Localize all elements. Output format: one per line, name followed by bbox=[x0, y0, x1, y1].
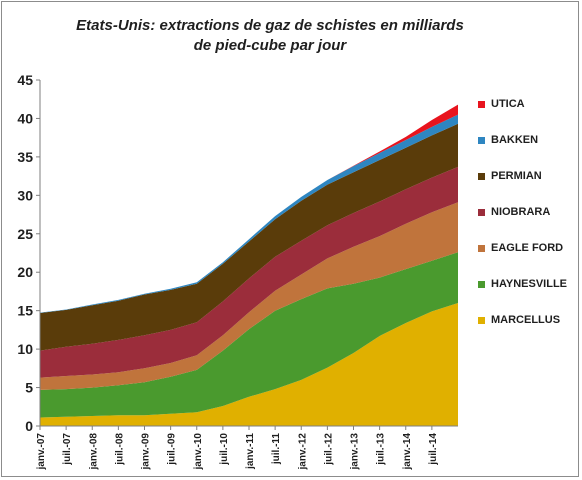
area-eagle-ford bbox=[40, 202, 458, 390]
y-tick-label: 0 bbox=[25, 418, 33, 434]
y-tick-label: 30 bbox=[17, 187, 33, 203]
legend-label: BAKKEN bbox=[491, 134, 539, 146]
legend-swatch bbox=[478, 244, 485, 252]
y-tick-label: 10 bbox=[17, 341, 33, 357]
x-tick-label: janv.-13 bbox=[350, 433, 361, 471]
chart-title-line-1: Etats-Unis: extractions de gaz de schist… bbox=[76, 17, 464, 34]
x-tick-label: juil.-13 bbox=[376, 433, 387, 466]
x-tick-label: juil.-08 bbox=[114, 433, 125, 466]
legend-swatch bbox=[478, 316, 485, 324]
y-tick-label: 15 bbox=[17, 303, 33, 319]
legend-swatch bbox=[478, 100, 485, 108]
legend-label: MARCELLUS bbox=[491, 314, 561, 326]
area-permian bbox=[40, 123, 458, 351]
legend-item-haynesville: HAYNESVILLE bbox=[478, 276, 567, 292]
x-tick-label: janv.-08 bbox=[88, 433, 99, 471]
legend-swatch bbox=[478, 208, 485, 216]
legend-item-eagle-ford: EAGLE FORD bbox=[478, 240, 563, 256]
area-haynesville bbox=[40, 252, 458, 418]
legend-item-niobrara: NIOBRARA bbox=[478, 204, 550, 220]
y-tick-label: 45 bbox=[17, 72, 33, 88]
legend-label: HAYNESVILLE bbox=[491, 278, 568, 290]
y-tick-label: 5 bbox=[25, 380, 33, 396]
x-tick-label: juil.-07 bbox=[62, 433, 73, 466]
legend-label: EAGLE FORD bbox=[491, 242, 564, 254]
legend-item-bakken: BAKKEN bbox=[478, 132, 538, 148]
y-tick-label: 40 bbox=[17, 110, 33, 126]
x-tick-label: juil.-12 bbox=[323, 433, 334, 466]
x-tick-label: janv.-12 bbox=[297, 433, 308, 471]
chart-title-line-2: de pied-cube par jour bbox=[193, 37, 347, 54]
legend-swatch bbox=[478, 172, 485, 180]
y-tick-label: 25 bbox=[17, 226, 33, 242]
x-tick-label: janv.-14 bbox=[402, 433, 413, 471]
legend-item-utica: UTICA bbox=[478, 96, 525, 112]
area-marcellus bbox=[40, 303, 458, 426]
x-tick-label: juil.-14 bbox=[428, 433, 439, 466]
x-tick-label: janv.-09 bbox=[141, 433, 152, 471]
chart-title: Etats-Unis: extractions de gaz de schist… bbox=[40, 16, 500, 56]
x-tick-label: juil.-09 bbox=[167, 433, 178, 466]
legend-label: PERMIAN bbox=[491, 170, 542, 182]
legend-label: UTICA bbox=[491, 98, 525, 110]
legend-swatch bbox=[478, 136, 485, 144]
x-tick-label: janv.-11 bbox=[245, 433, 256, 470]
x-tick-label: janv.-10 bbox=[193, 433, 204, 471]
x-tick-label: janv.-07 bbox=[36, 433, 47, 471]
legend-item-permian: PERMIAN bbox=[478, 168, 542, 184]
legend-swatch bbox=[478, 280, 485, 288]
x-tick-label: juil.-10 bbox=[219, 433, 230, 466]
x-tick-label: juil.-11 bbox=[271, 433, 282, 466]
legend-label: NIOBRARA bbox=[491, 206, 551, 218]
y-tick-label: 20 bbox=[17, 264, 33, 280]
y-tick-label: 35 bbox=[17, 149, 33, 165]
legend-item-marcellus: MARCELLUS bbox=[478, 312, 560, 328]
area-niobrara bbox=[40, 166, 458, 378]
